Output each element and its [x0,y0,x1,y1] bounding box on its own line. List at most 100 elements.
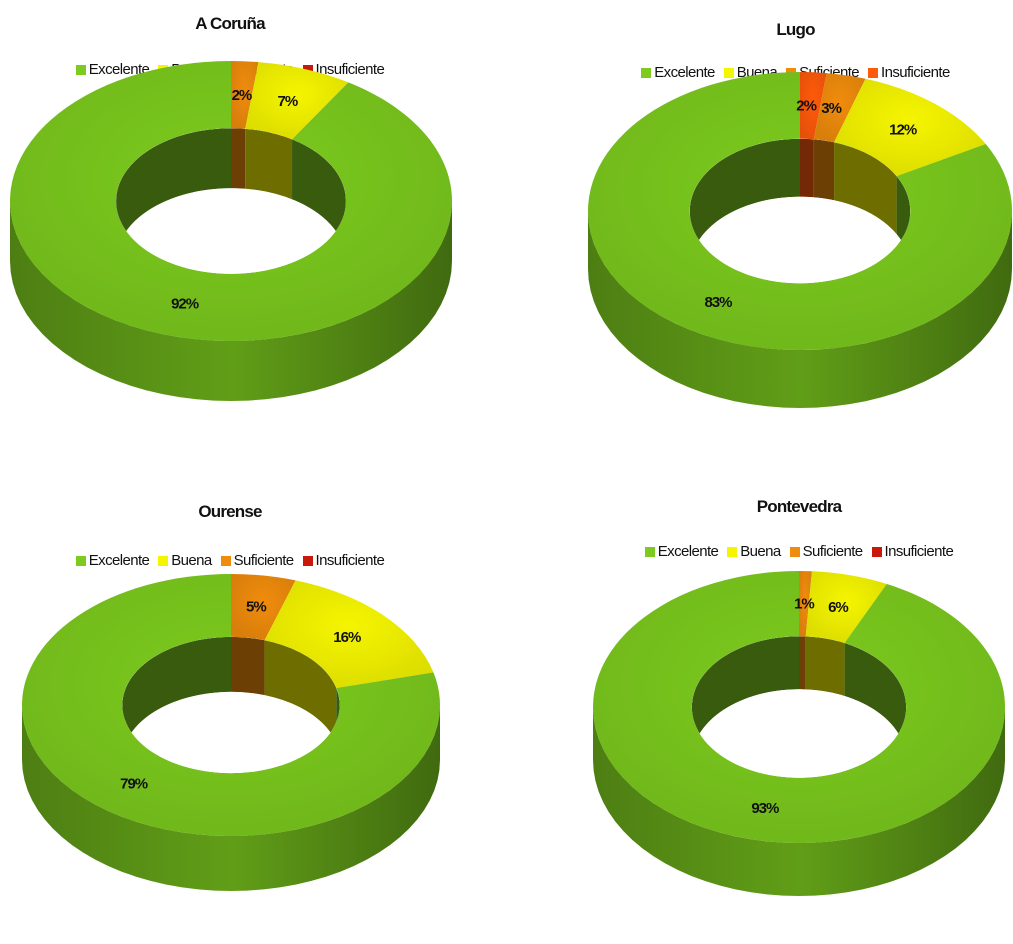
chart-panel-a-coruna: A Coruña Excelente Buena Suficiente Insu… [0,0,460,470]
slice-inner-wall-suficiente [231,128,246,189]
legend-swatch-buena [158,555,169,566]
donut-hole [116,128,346,274]
legend-label: Insuficiente [315,61,385,78]
legend-item-excelente: Excelente [644,543,719,560]
slice-inner-wall-suficiente [813,139,835,201]
data-label-excelente: 79% [120,776,148,793]
legend-label: Excelente [88,61,150,78]
donut-hole [691,636,907,778]
slice-excelente [10,61,453,342]
data-label-suficiente: 5% [246,599,266,616]
slice-insuficiente [800,72,827,140]
slice-inner-wall-insuficiente [800,138,814,198]
slice-suficiente [799,571,812,637]
slice-side-excelente [22,705,440,891]
chart-legend: Excelente Buena Suficiente Insuficiente [585,543,1013,560]
legend-label: Buena [740,543,781,560]
legend-item-insuficiente: Insuficiente [868,64,950,81]
slice-inner-wall-excelente [691,636,799,760]
slice-suficiente [813,73,866,143]
slice-inner-wall-excelente [844,643,907,760]
legend-swatch-excelente [641,67,652,78]
slice-inner-wall-buena [805,636,845,697]
donut-hole [122,636,340,774]
slice-excelente [593,571,1005,843]
legend-swatch-excelente [75,64,86,75]
legend-item-insuficiente: Insuficiente [871,543,954,560]
chart-title: Ourense [198,502,262,521]
donut-chart: 2% 7% 92% [10,61,453,401]
data-label-suficiente: 1% [794,596,814,613]
legend-swatch-excelente [75,555,86,566]
slice-excelente [588,72,1012,350]
slice-buena [245,62,349,140]
legend-label: Insuficiente [881,64,950,81]
chart-title: Pontevedra [756,497,842,516]
data-label-buena: 12% [889,122,917,139]
legend-item-suficiente: Suficiente [220,552,294,569]
chart-panel-ourense: Ourense Excelente Buena Suficiente Insuf… [0,480,460,944]
legend-item-excelente: Excelente [75,552,150,569]
slice-buena [264,580,434,689]
data-label-buena: 7% [278,93,298,110]
legend-label: Insuficiente [315,552,385,569]
slice-inner-wall-excelente [116,128,231,261]
slice-inner-wall-suficiente [799,636,806,690]
slice-side-excelente [588,211,1012,408]
chart-title: A Coruña [195,14,265,33]
legend-label: Excelente [654,64,715,81]
chart-title: Lugo [776,20,815,39]
data-label-excelente: 83% [704,294,732,311]
donut-hole [689,138,911,284]
chart-panel-lugo: Lugo Excelente Buena Suficiente Insufici… [578,0,1013,470]
data-label-suficiente: 2% [232,87,252,104]
data-label-suficiente: 3% [821,100,841,117]
legend-swatch-insuficiente [302,64,313,75]
donut-chart: 2% 3% 12% 83% [588,72,1012,408]
legend-label: Insuficiente [884,543,954,560]
slice-inner-wall-buena [245,128,293,200]
legend-swatch-insuficiente [868,67,879,78]
legend-item-suficiente: Suficiente [789,543,863,560]
legend-item-excelente: Excelente [75,61,150,78]
legend-item-insuficiente: Insuficiente [302,552,385,569]
legend-label: Excelente [88,552,150,569]
data-label-insuficiente: 2% [796,98,816,115]
donut-chart: 1% 6% 93% [593,571,1005,896]
chart-panel-pontevedra: Pontevedra Excelente Buena Suficiente In… [585,480,1013,944]
slice-buena [805,571,887,644]
legend-item-excelente: Excelente [641,64,715,81]
data-label-buena: 6% [828,599,848,616]
legend-swatch-buena [723,67,734,78]
legend-swatch-suficiente [220,555,231,566]
slice-inner-wall-buena [834,142,897,235]
legend-item-insuficiente: Insuficiente [302,61,385,78]
legend-swatch-suficiente [789,546,800,557]
slice-inner-wall-buena [264,640,337,744]
legend-swatch-buena [727,546,738,557]
slice-inner-wall-excelente [122,636,231,760]
legend-swatch-insuficiente [302,555,313,566]
legend-swatch-insuficiente [871,546,882,557]
slice-buena [834,78,986,177]
data-label-excelente: 92% [171,295,199,312]
slice-excelente [21,574,441,836]
data-label-excelente: 93% [751,800,779,817]
legend-label: Excelente [657,543,719,560]
legend-label: Suficiente [802,543,863,560]
donut-chart: 5% 16% 79% [21,574,441,891]
legend-label: Suficiente [233,552,294,569]
legend-item-buena: Buena [727,543,781,560]
slice-suficiente [231,61,259,129]
slice-side-excelente [593,707,1005,896]
legend-label: Buena [171,552,212,569]
slice-inner-wall-excelente [292,139,346,261]
slice-suficiente [231,574,296,641]
legend-swatch-excelente [644,546,655,557]
chart-legend: Excelente Buena Suficiente Insuficiente [0,552,460,569]
slice-inner-wall-excelente [689,138,800,269]
slice-side-excelente [10,201,452,401]
data-label-buena: 16% [333,629,361,646]
legend-item-buena: Buena [158,552,212,569]
slice-inner-wall-suficiente [231,636,265,696]
